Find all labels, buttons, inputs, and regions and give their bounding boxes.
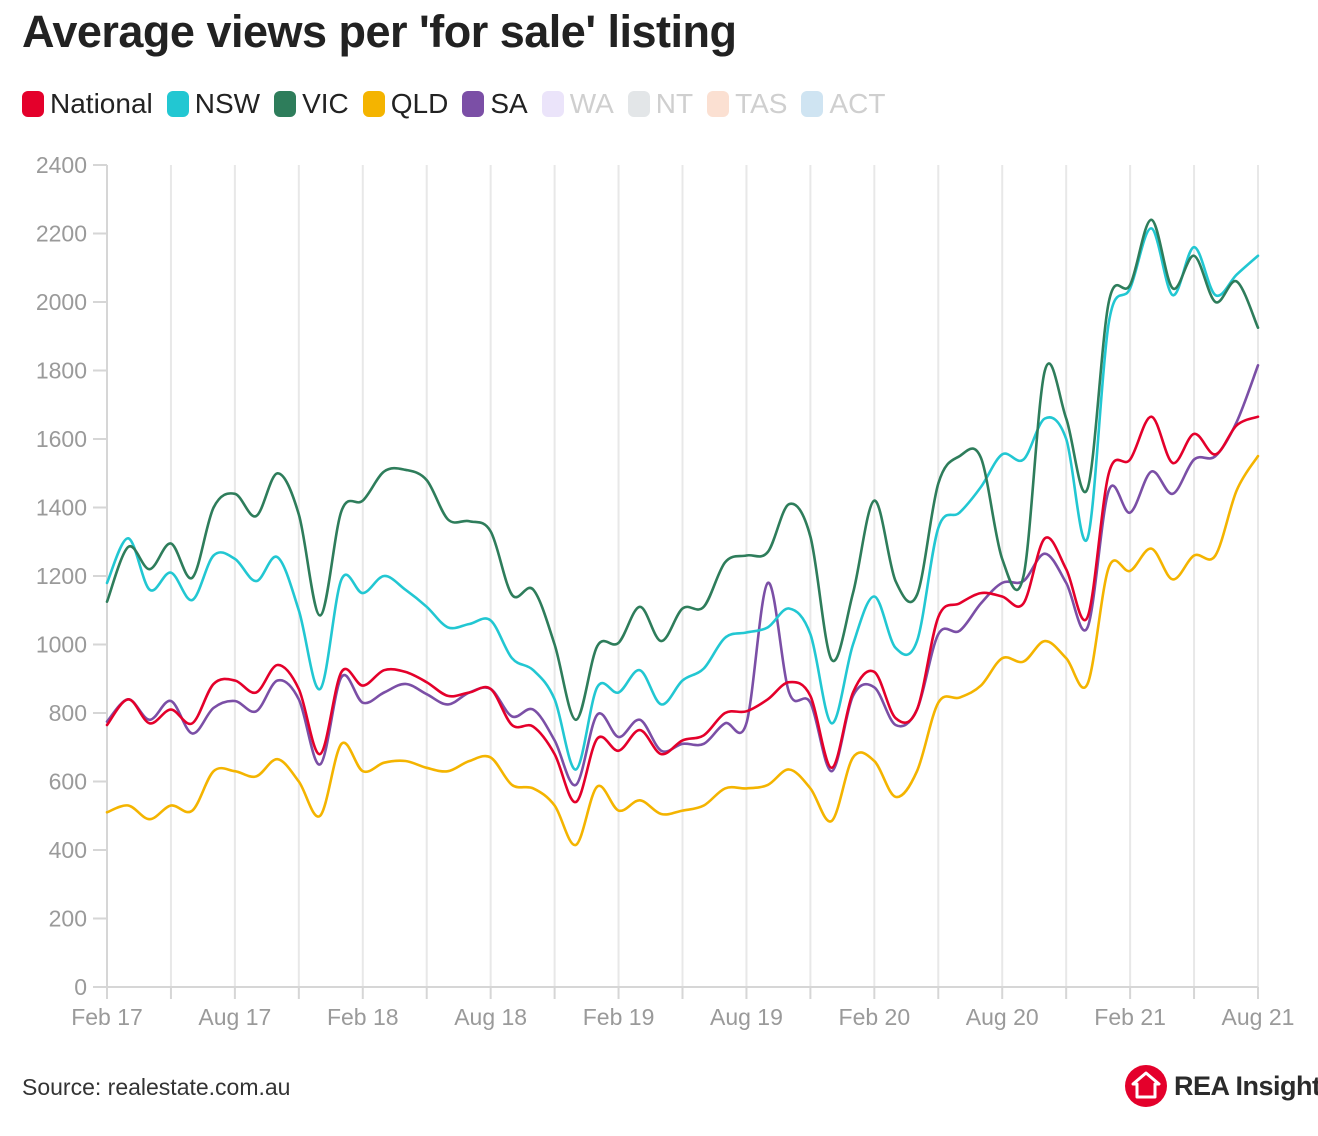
legend-swatch-wa [541,91,564,117]
x-tick-label: Aug 17 [198,1004,271,1030]
x-tick-label: Aug 18 [454,1004,527,1030]
y-tick-label: 2000 [36,289,87,315]
y-tick-label: 1800 [36,358,87,384]
legend-item-wa[interactable]: WA [541,88,614,120]
y-axis: 0 200 400 600 800 1000 1200 1400 1600 1800 2000 220… [36,152,108,1000]
y-tick-label: 1000 [36,632,87,658]
series-lines [105,218,1260,847]
grid [106,165,1259,987]
y-tick-label: 200 [49,906,87,932]
series-line-vic [105,218,1260,722]
x-tick-label: Aug 21 [1222,1004,1295,1030]
line-chart: 0 200 400 600 800 1000 1200 1400 1600 1800 2000 220… [36,152,1295,1030]
legend-label: ACT [829,88,886,119]
series-line-nsw [105,227,1260,771]
x-tick-label: Feb 18 [327,1004,399,1030]
legend-item-act[interactable]: ACT [801,88,885,120]
y-tick-label: 2400 [36,152,87,178]
legend-label: NSW [194,88,261,119]
y-tick-label: 600 [49,769,87,795]
legend-item-nsw[interactable]: NSW [166,88,261,120]
legend-label: National [50,88,153,119]
legend-label: TAS [735,88,788,119]
y-tick-label: 1400 [36,495,87,521]
legend-swatch-vic [274,91,297,117]
legend-label: VIC [302,88,349,119]
brand-logo: REA Insights [1124,1064,1318,1108]
legend-label: WA [569,88,614,119]
legend-item-sa[interactable]: SA [462,88,528,120]
legend-item-vic[interactable]: VIC [274,88,349,120]
series-line-sa [105,364,1260,787]
legend-item-national[interactable]: National [22,88,153,120]
legend-label: NT [655,88,694,119]
y-tick-label: 800 [49,700,87,726]
y-tick-label: 400 [49,837,87,863]
legend-swatch-nsw [166,91,189,117]
source-note: Source: realestate.com.au [22,1074,291,1100]
series-line-national [105,415,1260,804]
house-icon [1125,1065,1167,1107]
legend-swatch-act [801,91,824,117]
y-tick-label: 0 [74,974,87,1000]
legend-item-nt[interactable]: NT [627,88,694,120]
y-tick-label: 1200 [36,563,87,589]
legend-item-tas[interactable]: TAS [707,88,787,120]
legend-label: SA [490,88,528,119]
legend-label: QLD [390,88,449,119]
chart-title: Average views per 'for sale' listing [22,6,737,57]
legend-item-qld[interactable]: QLD [362,88,449,120]
brand-name: REA Insights [1174,1070,1318,1101]
y-tick-label: 1600 [36,426,87,452]
y-tick-label: 2200 [36,221,87,247]
legend-swatch-sa [462,91,485,117]
x-axis: Feb 17 Aug 17 Feb 18 Aug 18 Feb 19 Aug 19 Feb … [71,986,1295,1030]
legend-swatch-qld [362,91,385,117]
x-tick-label: Feb 19 [583,1004,655,1030]
x-tick-label: Feb 21 [1094,1004,1166,1030]
legend-swatch-tas [707,91,730,117]
series-line-qld [105,454,1260,847]
x-tick-label: Feb 17 [71,1004,143,1030]
x-tick-label: Aug 19 [710,1004,783,1030]
x-tick-label: Aug 20 [966,1004,1039,1030]
legend-swatch-national [22,91,44,117]
legend-swatch-nt [627,91,650,117]
x-tick-label: Feb 20 [839,1004,911,1030]
legend: National NSW VIC QLD SA WA NT TAS ACT [22,88,899,120]
